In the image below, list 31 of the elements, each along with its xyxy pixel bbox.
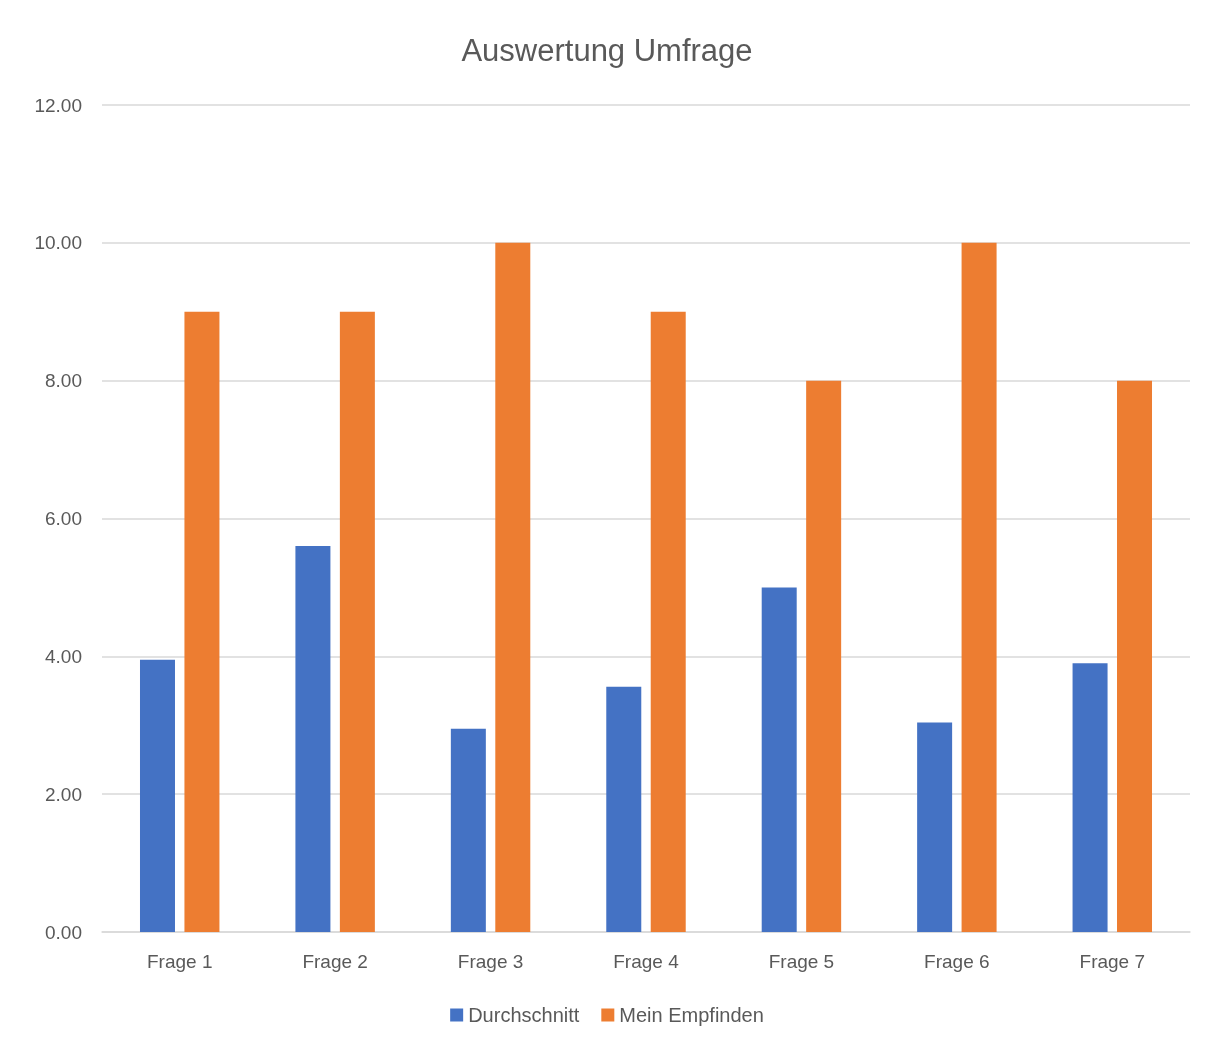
chart-title: Auswertung Umfrage (461, 33, 753, 68)
bar (606, 686, 642, 932)
x-tick-label: Frage 4 (613, 951, 680, 972)
bar (1072, 663, 1108, 932)
y-tick-label: 6.00 (45, 508, 82, 529)
y-tick-label: 8.00 (45, 370, 82, 392)
y-tick-label: 4.00 (45, 645, 82, 667)
y-tick-label: 10.00 (34, 232, 82, 254)
bar (1117, 380, 1153, 932)
bar (917, 722, 953, 932)
bar (806, 380, 842, 932)
bar (495, 242, 531, 932)
x-tick-label: Frage 1 (146, 951, 213, 972)
bar (339, 311, 375, 932)
legend-label: Mein Empfinden (619, 1004, 764, 1026)
bar (184, 311, 220, 932)
x-tick-label: Frage 6 (924, 951, 990, 972)
x-tick-label: Frage 7 (1079, 951, 1146, 972)
bar (761, 587, 797, 932)
x-tick-label: Frage 3 (457, 951, 524, 972)
y-tick-label: 0.00 (45, 921, 82, 943)
legend-label: Durchschnitt (468, 1004, 580, 1026)
x-tick-label: Frage 5 (768, 951, 835, 972)
y-tick-label: 12.00 (34, 94, 82, 116)
bar (139, 659, 175, 932)
bar (961, 242, 997, 932)
bar (650, 311, 686, 932)
bar (450, 728, 486, 932)
y-tick-label: 2.00 (45, 783, 82, 805)
x-tick-label: Frage 2 (302, 951, 368, 972)
bar (295, 546, 331, 932)
